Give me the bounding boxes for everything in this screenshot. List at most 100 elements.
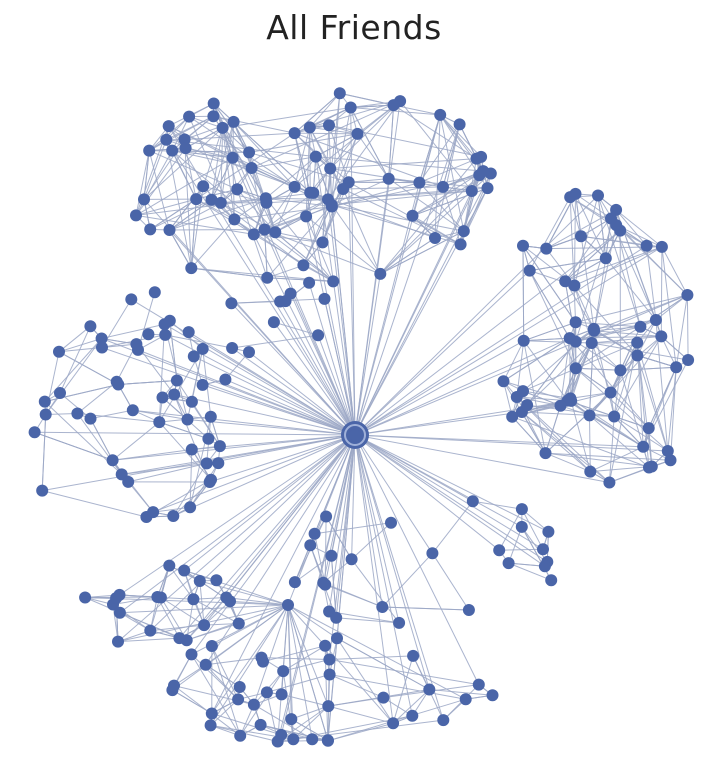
friend-node [322, 734, 334, 747]
edge [206, 434, 356, 464]
edge [234, 206, 332, 220]
friend-node [288, 180, 301, 193]
edge [165, 334, 233, 349]
friend-node [132, 343, 144, 356]
friend-node [563, 332, 576, 345]
friend-node [225, 297, 238, 310]
edge [229, 600, 289, 606]
edge [335, 434, 356, 618]
edge [354, 246, 663, 436]
friend-node [344, 101, 357, 114]
friend-node [261, 271, 274, 284]
friend-node [112, 378, 125, 391]
edge [185, 147, 233, 159]
friend-node [303, 276, 316, 289]
edge [636, 342, 671, 461]
edge [329, 659, 479, 686]
friend-node [199, 658, 212, 671]
friend-node [393, 616, 406, 629]
edge [305, 178, 389, 217]
edge [615, 209, 663, 248]
friend-node [282, 599, 294, 611]
friend-node [126, 404, 139, 417]
edge [287, 604, 313, 740]
friend-node [670, 361, 683, 374]
edge [511, 416, 546, 454]
friend-node [95, 332, 108, 345]
friend-node [54, 387, 66, 399]
edge [336, 617, 400, 624]
edge [608, 342, 638, 483]
friend-node [190, 193, 203, 206]
edge [354, 434, 413, 716]
edge [522, 328, 595, 392]
edge [575, 367, 621, 371]
friend-node [151, 591, 164, 603]
edge [354, 294, 688, 436]
friend-node [517, 239, 529, 252]
friend-node [308, 527, 321, 540]
edge [522, 390, 561, 407]
edge [546, 235, 582, 250]
friend-node [331, 632, 343, 645]
friend-node [465, 185, 478, 197]
friend-node [568, 279, 581, 292]
friend-node [144, 223, 157, 236]
friend-node [603, 476, 616, 489]
edge [77, 381, 118, 414]
edge [392, 655, 414, 724]
friend-node [406, 209, 419, 222]
edge [503, 337, 570, 382]
edge [168, 125, 311, 194]
edge [193, 355, 356, 436]
edge [231, 302, 356, 436]
edge [380, 237, 436, 275]
edge [322, 558, 352, 584]
friend-node [649, 314, 662, 326]
friend-node [475, 150, 488, 163]
edge [354, 434, 546, 567]
edge [135, 214, 254, 235]
friend-node [312, 329, 325, 342]
friend-node [459, 693, 472, 706]
edge [183, 434, 356, 571]
edge [291, 718, 329, 741]
edge [211, 645, 239, 700]
edge [439, 114, 477, 159]
edge [226, 597, 289, 606]
edge [209, 434, 356, 483]
friend-node [168, 679, 180, 692]
friend-node [232, 693, 245, 706]
friend-node [454, 238, 467, 251]
friend-node [584, 465, 597, 478]
friend-node [122, 475, 135, 488]
edge [169, 229, 192, 269]
friend-node [220, 591, 233, 604]
friend-node [664, 454, 677, 467]
edge [173, 434, 356, 517]
edge [342, 188, 461, 245]
friend-node [515, 503, 528, 516]
edge [112, 421, 160, 461]
edge [44, 384, 119, 403]
edge [597, 195, 641, 327]
edge [565, 246, 663, 282]
friend-node [142, 328, 155, 341]
friend-node [160, 133, 173, 146]
friend-node [84, 320, 97, 333]
friend-node [226, 151, 239, 164]
edge [309, 107, 351, 128]
friend-node [185, 648, 198, 661]
friend-node [497, 375, 510, 388]
edge [58, 351, 119, 385]
edge [508, 526, 523, 564]
edge [354, 434, 548, 563]
edge [211, 645, 241, 736]
friend-node [234, 729, 247, 742]
friend-node [247, 228, 260, 241]
edge [211, 434, 356, 714]
edge [667, 367, 677, 452]
edge [350, 104, 394, 108]
edge [327, 199, 381, 275]
